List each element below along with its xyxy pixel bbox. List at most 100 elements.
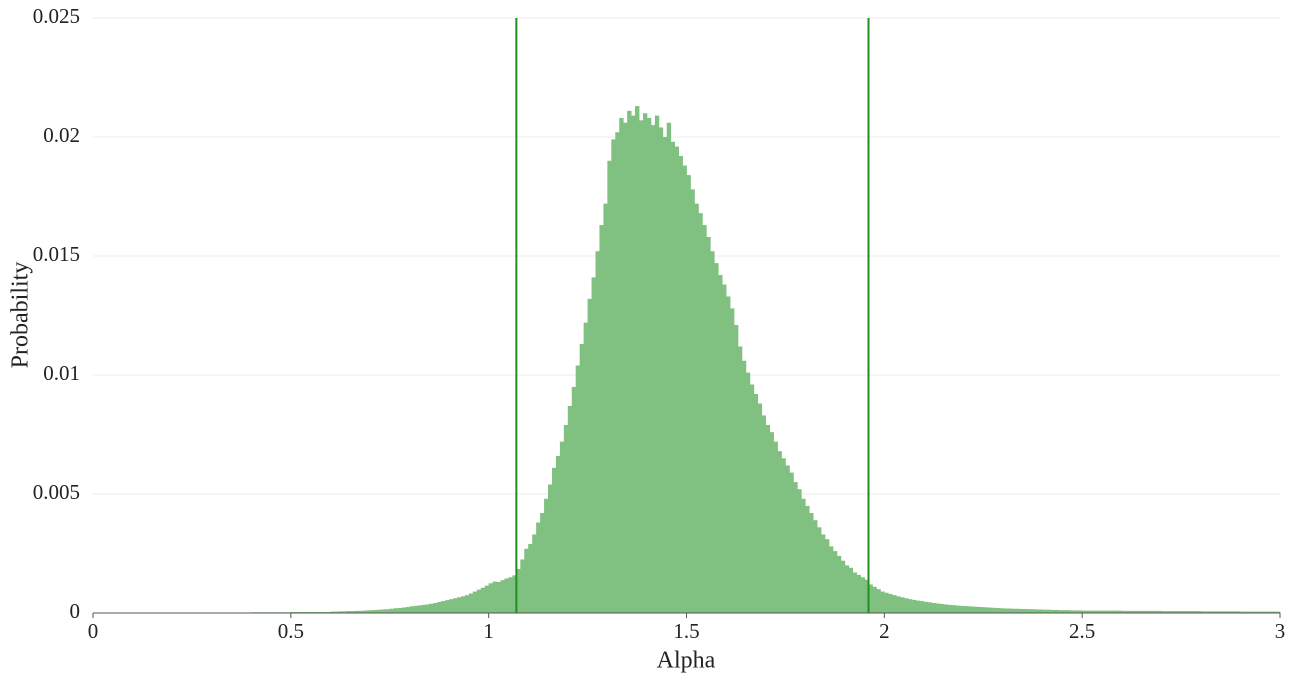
bar	[1149, 610, 1154, 613]
bar	[1157, 610, 1162, 613]
bar	[733, 325, 739, 613]
y-tick-label: 0	[70, 599, 81, 623]
bar	[334, 611, 339, 613]
bar	[852, 572, 858, 613]
bar	[1224, 611, 1229, 613]
bar	[595, 251, 600, 614]
bar	[417, 605, 422, 613]
bar	[496, 582, 501, 613]
bar	[876, 589, 881, 613]
bar	[1252, 611, 1257, 613]
bar	[821, 534, 826, 613]
bar	[342, 611, 347, 613]
bar	[476, 589, 482, 613]
bar	[737, 346, 743, 613]
y-tick-label: 0.015	[33, 242, 80, 266]
bar	[793, 482, 798, 613]
bar	[1101, 610, 1107, 613]
bar	[1208, 611, 1214, 613]
bar	[912, 599, 917, 613]
bar	[449, 599, 454, 613]
bar	[512, 575, 517, 613]
bar	[1018, 608, 1024, 613]
bar	[639, 120, 644, 613]
bar	[358, 610, 363, 613]
bar	[1185, 611, 1190, 613]
bar	[872, 586, 877, 613]
bar	[373, 609, 379, 613]
bar	[457, 597, 462, 613]
bar	[540, 513, 545, 613]
bar	[1113, 610, 1119, 613]
y-tick-label: 0.005	[33, 480, 80, 504]
bar	[611, 139, 616, 613]
bar	[896, 596, 901, 613]
bar	[1181, 611, 1186, 613]
bar	[943, 604, 949, 613]
bar	[678, 156, 683, 614]
y-tick-label: 0.02	[43, 123, 80, 147]
bar	[1248, 611, 1253, 613]
bar	[987, 607, 992, 613]
bar	[1173, 611, 1178, 613]
bar	[1260, 611, 1265, 613]
bar	[884, 592, 889, 613]
bar	[836, 555, 842, 613]
bar	[524, 548, 529, 613]
bar	[785, 465, 790, 613]
bar	[401, 607, 406, 613]
bar	[979, 607, 984, 613]
bar	[631, 115, 636, 613]
bar	[1188, 611, 1194, 613]
bar	[955, 605, 960, 613]
bar	[666, 122, 672, 613]
bar	[1204, 611, 1210, 613]
bar	[1121, 610, 1127, 613]
bar	[536, 522, 541, 613]
x-tick-label: 1.5	[673, 619, 699, 643]
bar	[730, 308, 735, 613]
bar	[817, 527, 822, 613]
bar	[377, 609, 383, 613]
bar	[828, 546, 834, 613]
bar	[1228, 611, 1233, 613]
bar	[983, 607, 988, 613]
bar	[1133, 610, 1138, 613]
bar	[860, 577, 865, 613]
bar	[694, 203, 699, 613]
bar	[777, 451, 782, 613]
bar	[698, 213, 703, 613]
bar	[623, 122, 628, 613]
bar	[900, 597, 905, 613]
bar	[441, 601, 446, 613]
bar	[1161, 611, 1166, 613]
bar	[1196, 611, 1202, 613]
bar	[1054, 609, 1059, 613]
bar	[338, 611, 343, 613]
bar	[544, 498, 549, 613]
bar	[516, 568, 521, 613]
bar	[1086, 610, 1091, 613]
bar	[591, 277, 596, 613]
bar	[1117, 610, 1123, 613]
bar	[908, 599, 913, 613]
bar	[844, 565, 850, 613]
bar	[1109, 610, 1115, 613]
bar	[650, 125, 656, 613]
bar	[1090, 610, 1095, 613]
bar	[1244, 611, 1249, 613]
bar	[619, 117, 624, 614]
bar	[1240, 611, 1245, 613]
bar	[1003, 608, 1008, 613]
bar	[880, 591, 885, 613]
bar	[868, 584, 873, 613]
bar	[587, 298, 592, 613]
bar	[757, 403, 763, 613]
bar	[425, 604, 430, 613]
bar	[1014, 608, 1020, 613]
bar	[346, 611, 351, 613]
bar	[923, 601, 929, 613]
bar	[642, 113, 648, 613]
bar	[947, 604, 952, 613]
bar	[702, 225, 707, 613]
